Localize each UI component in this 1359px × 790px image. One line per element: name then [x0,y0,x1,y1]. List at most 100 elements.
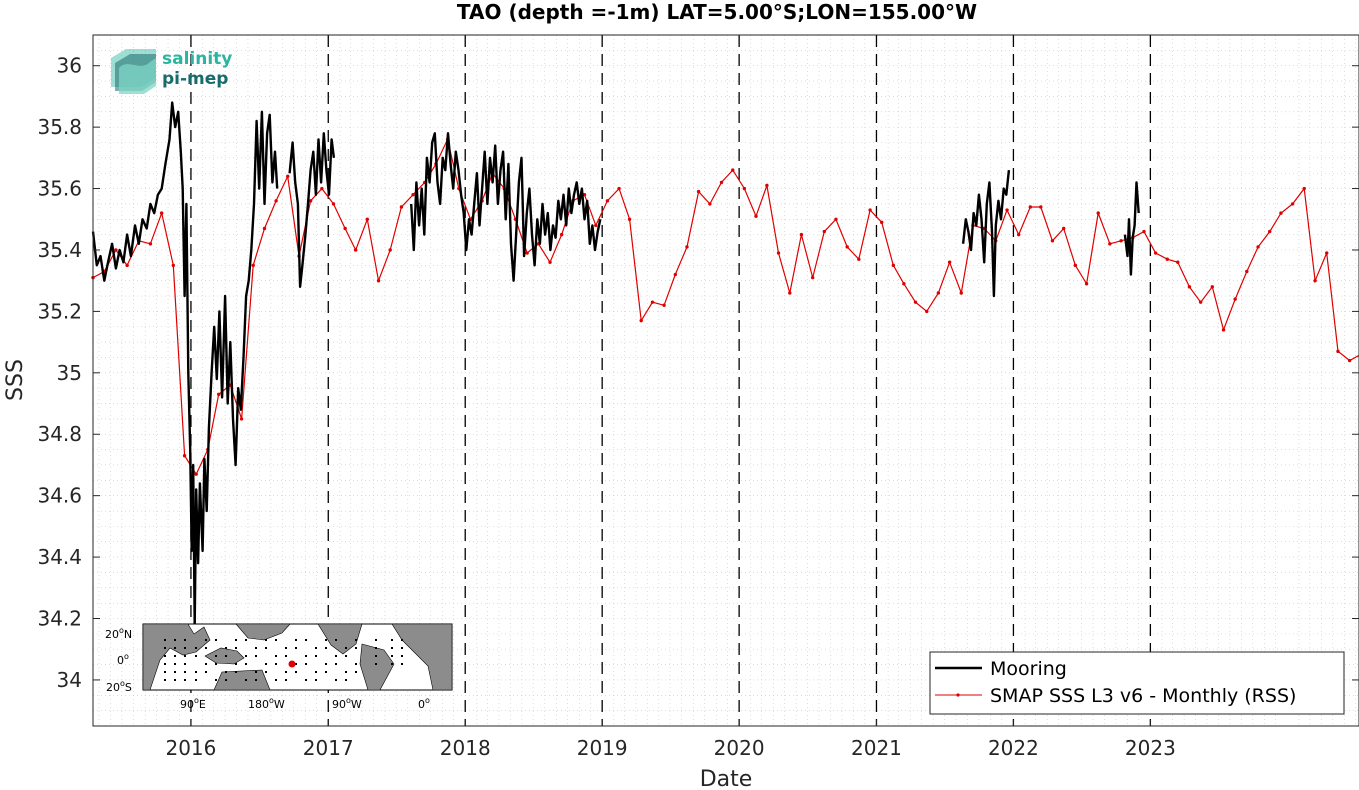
chart-title: TAO (depth =-1m) LAT=5.00°S;LON=155.00°W [457,0,977,24]
inset-buoy [335,679,337,681]
smap-point [936,291,941,295]
smap-point [331,202,336,206]
y-axis: 34 34.2 34.4 34.6 34.8 35 35.2 35.4 35.6 35.8 36 [37,54,1359,692]
smap-point [1176,260,1180,264]
smap-point [845,245,849,249]
inset-buoy [205,671,207,673]
inset-buoy [391,647,393,649]
inset-buoy [375,647,377,649]
mooring-segment [1123,181,1140,276]
smap-point [1347,358,1352,363]
inset-buoy [215,663,217,665]
x-axis: 2016 2017 2018 2019 2020 2021 2022 2023 [165,720,1176,760]
y-tick-label: 34.2 [37,607,82,631]
y-tick-label: 36 [57,54,82,78]
smap-point [1039,205,1043,209]
inset-buoy [215,639,217,641]
smap-point [1302,186,1306,191]
inset-location-map: 20oN 0o 20oS 90oE 180oW 90oW 0o [105,623,453,711]
inset-buoy [215,679,217,681]
smap-point [320,186,324,191]
smap-point [1290,202,1295,206]
inset-buoy [315,679,317,681]
smap-point [1233,297,1237,301]
inset-buoy [255,655,257,657]
smap-point [1245,269,1249,274]
inset-buoy [375,655,377,657]
inset-buoy [335,655,337,657]
smap-point [1153,251,1158,255]
inset-buoy [174,647,176,649]
inset-buoy [225,679,227,681]
inset-buoy [205,663,207,665]
smap-point [171,263,175,268]
station-location-marker [288,660,296,668]
logo-wave-icon [111,49,156,94]
smap-point [1210,285,1214,289]
inset-buoy [174,671,176,673]
smap-point [286,174,290,178]
mooring-segment [410,132,602,282]
smap-point [902,282,906,286]
inset-mooring-array [164,639,403,681]
smap-point [1336,349,1340,354]
inset-buoy [164,679,166,681]
inset-buoy [265,663,267,665]
smap-point [1198,300,1203,304]
smap-point [925,309,929,314]
minor-grid [93,34,1359,726]
inset-buoy [315,655,317,657]
smap-point [1325,251,1329,255]
smap-point [662,303,666,307]
inset-buoy [225,647,227,649]
logo-text-salinity: salinity [162,49,232,69]
smap-point [696,189,701,194]
y-tick-label: 35.2 [37,299,82,323]
smap-point [650,300,655,304]
inset-buoy [265,647,267,649]
inset-buoy [164,655,166,657]
y-tick-label: 35 [57,361,82,385]
smap-point [1256,245,1260,249]
inset-buoy [164,647,166,649]
inset-buoy [335,639,337,641]
smap-point [251,263,255,268]
inset-buoy [184,647,186,649]
inset-buoy [174,679,176,681]
legend-box [929,651,1345,715]
inset-buoy [195,671,197,673]
inset-buoy [355,639,357,641]
inset-buoy [265,639,267,641]
smap-point [216,392,221,397]
year-boundary-lines [190,35,1152,726]
legend-label-mooring: Mooring [990,658,1067,680]
mooring-series [91,101,1140,626]
smap-point [685,245,689,249]
inset-buoy [325,639,327,641]
inset-buoy [401,647,403,649]
inset-buoy [315,671,317,673]
legend-label-smap: SMAP SSS L3 v6 - Monthly (RSS) [990,685,1296,707]
inset-buoy [245,639,247,641]
inset-buoy [195,655,197,657]
inset-buoy [295,639,297,641]
inset-buoy [225,655,227,657]
x-tick-label-2019: 2019 [577,736,628,760]
smap-point [673,272,678,277]
svg-text:180oW: 180oW [248,696,285,711]
inset-buoy [235,647,237,649]
smap-point [742,186,747,191]
inset-buoy [275,639,277,641]
inset-buoy [245,655,247,657]
smap-point [788,291,792,295]
smap-point [559,232,564,237]
inset-buoy [401,663,403,665]
smap-point [765,183,769,188]
inset-buoy [195,679,197,681]
x-tick-label-2023: 2023 [1125,736,1176,760]
smap-point [114,248,118,252]
smap-point [1005,208,1009,212]
mooring-segment [288,132,336,288]
smap-point [868,208,872,212]
